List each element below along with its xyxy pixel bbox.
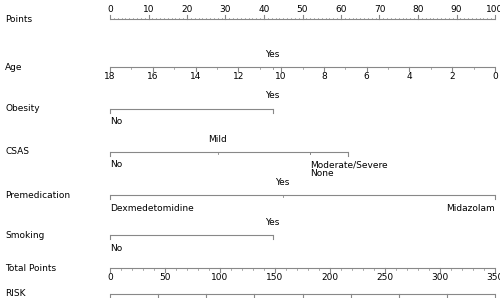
Text: Yes: Yes: [266, 91, 280, 100]
Text: Age: Age: [5, 63, 22, 72]
Text: 12: 12: [232, 72, 244, 81]
Text: 8: 8: [321, 72, 327, 81]
Text: 100: 100: [212, 273, 228, 282]
Text: 80: 80: [412, 5, 424, 14]
Text: No: No: [110, 117, 122, 126]
Text: Total Points: Total Points: [5, 264, 56, 273]
Text: 50: 50: [297, 5, 308, 14]
Text: 20: 20: [182, 5, 192, 14]
Text: 250: 250: [376, 273, 394, 282]
Text: Premedication: Premedication: [5, 191, 70, 200]
Text: 200: 200: [322, 273, 338, 282]
Text: 40: 40: [258, 5, 270, 14]
Text: 0: 0: [107, 5, 113, 14]
Text: CSAS: CSAS: [5, 148, 29, 156]
Text: Mild: Mild: [208, 135, 227, 144]
Text: 150: 150: [266, 273, 283, 282]
Text: 300: 300: [432, 273, 448, 282]
Text: 14: 14: [190, 72, 201, 81]
Text: 70: 70: [374, 5, 385, 14]
Text: No: No: [110, 244, 122, 253]
Text: 60: 60: [335, 5, 346, 14]
Text: 0: 0: [107, 273, 113, 282]
Text: RISK: RISK: [5, 289, 25, 298]
Text: No: No: [110, 160, 122, 169]
Text: 2: 2: [450, 72, 455, 81]
Text: Points: Points: [5, 15, 32, 24]
Text: Yes: Yes: [266, 218, 280, 227]
Text: 10: 10: [143, 5, 154, 14]
Text: 6: 6: [364, 72, 370, 81]
Text: Yes: Yes: [276, 178, 289, 187]
Text: 30: 30: [220, 5, 231, 14]
Text: 10: 10: [276, 72, 287, 81]
Text: Yes: Yes: [266, 50, 280, 59]
Text: None: None: [310, 169, 334, 178]
Text: 50: 50: [159, 273, 171, 282]
Text: Moderate/Severe: Moderate/Severe: [310, 160, 388, 169]
Text: Dexmedetomidine: Dexmedetomidine: [110, 204, 194, 212]
Text: 18: 18: [104, 72, 116, 81]
Text: Midazolam: Midazolam: [446, 204, 495, 212]
Text: 4: 4: [406, 72, 412, 81]
Text: Obesity: Obesity: [5, 104, 40, 113]
Text: 0: 0: [492, 72, 498, 81]
Text: Smoking: Smoking: [5, 231, 44, 240]
Text: 350: 350: [486, 273, 500, 282]
Text: 90: 90: [451, 5, 462, 14]
Text: 100: 100: [486, 5, 500, 14]
Text: 16: 16: [147, 72, 158, 81]
